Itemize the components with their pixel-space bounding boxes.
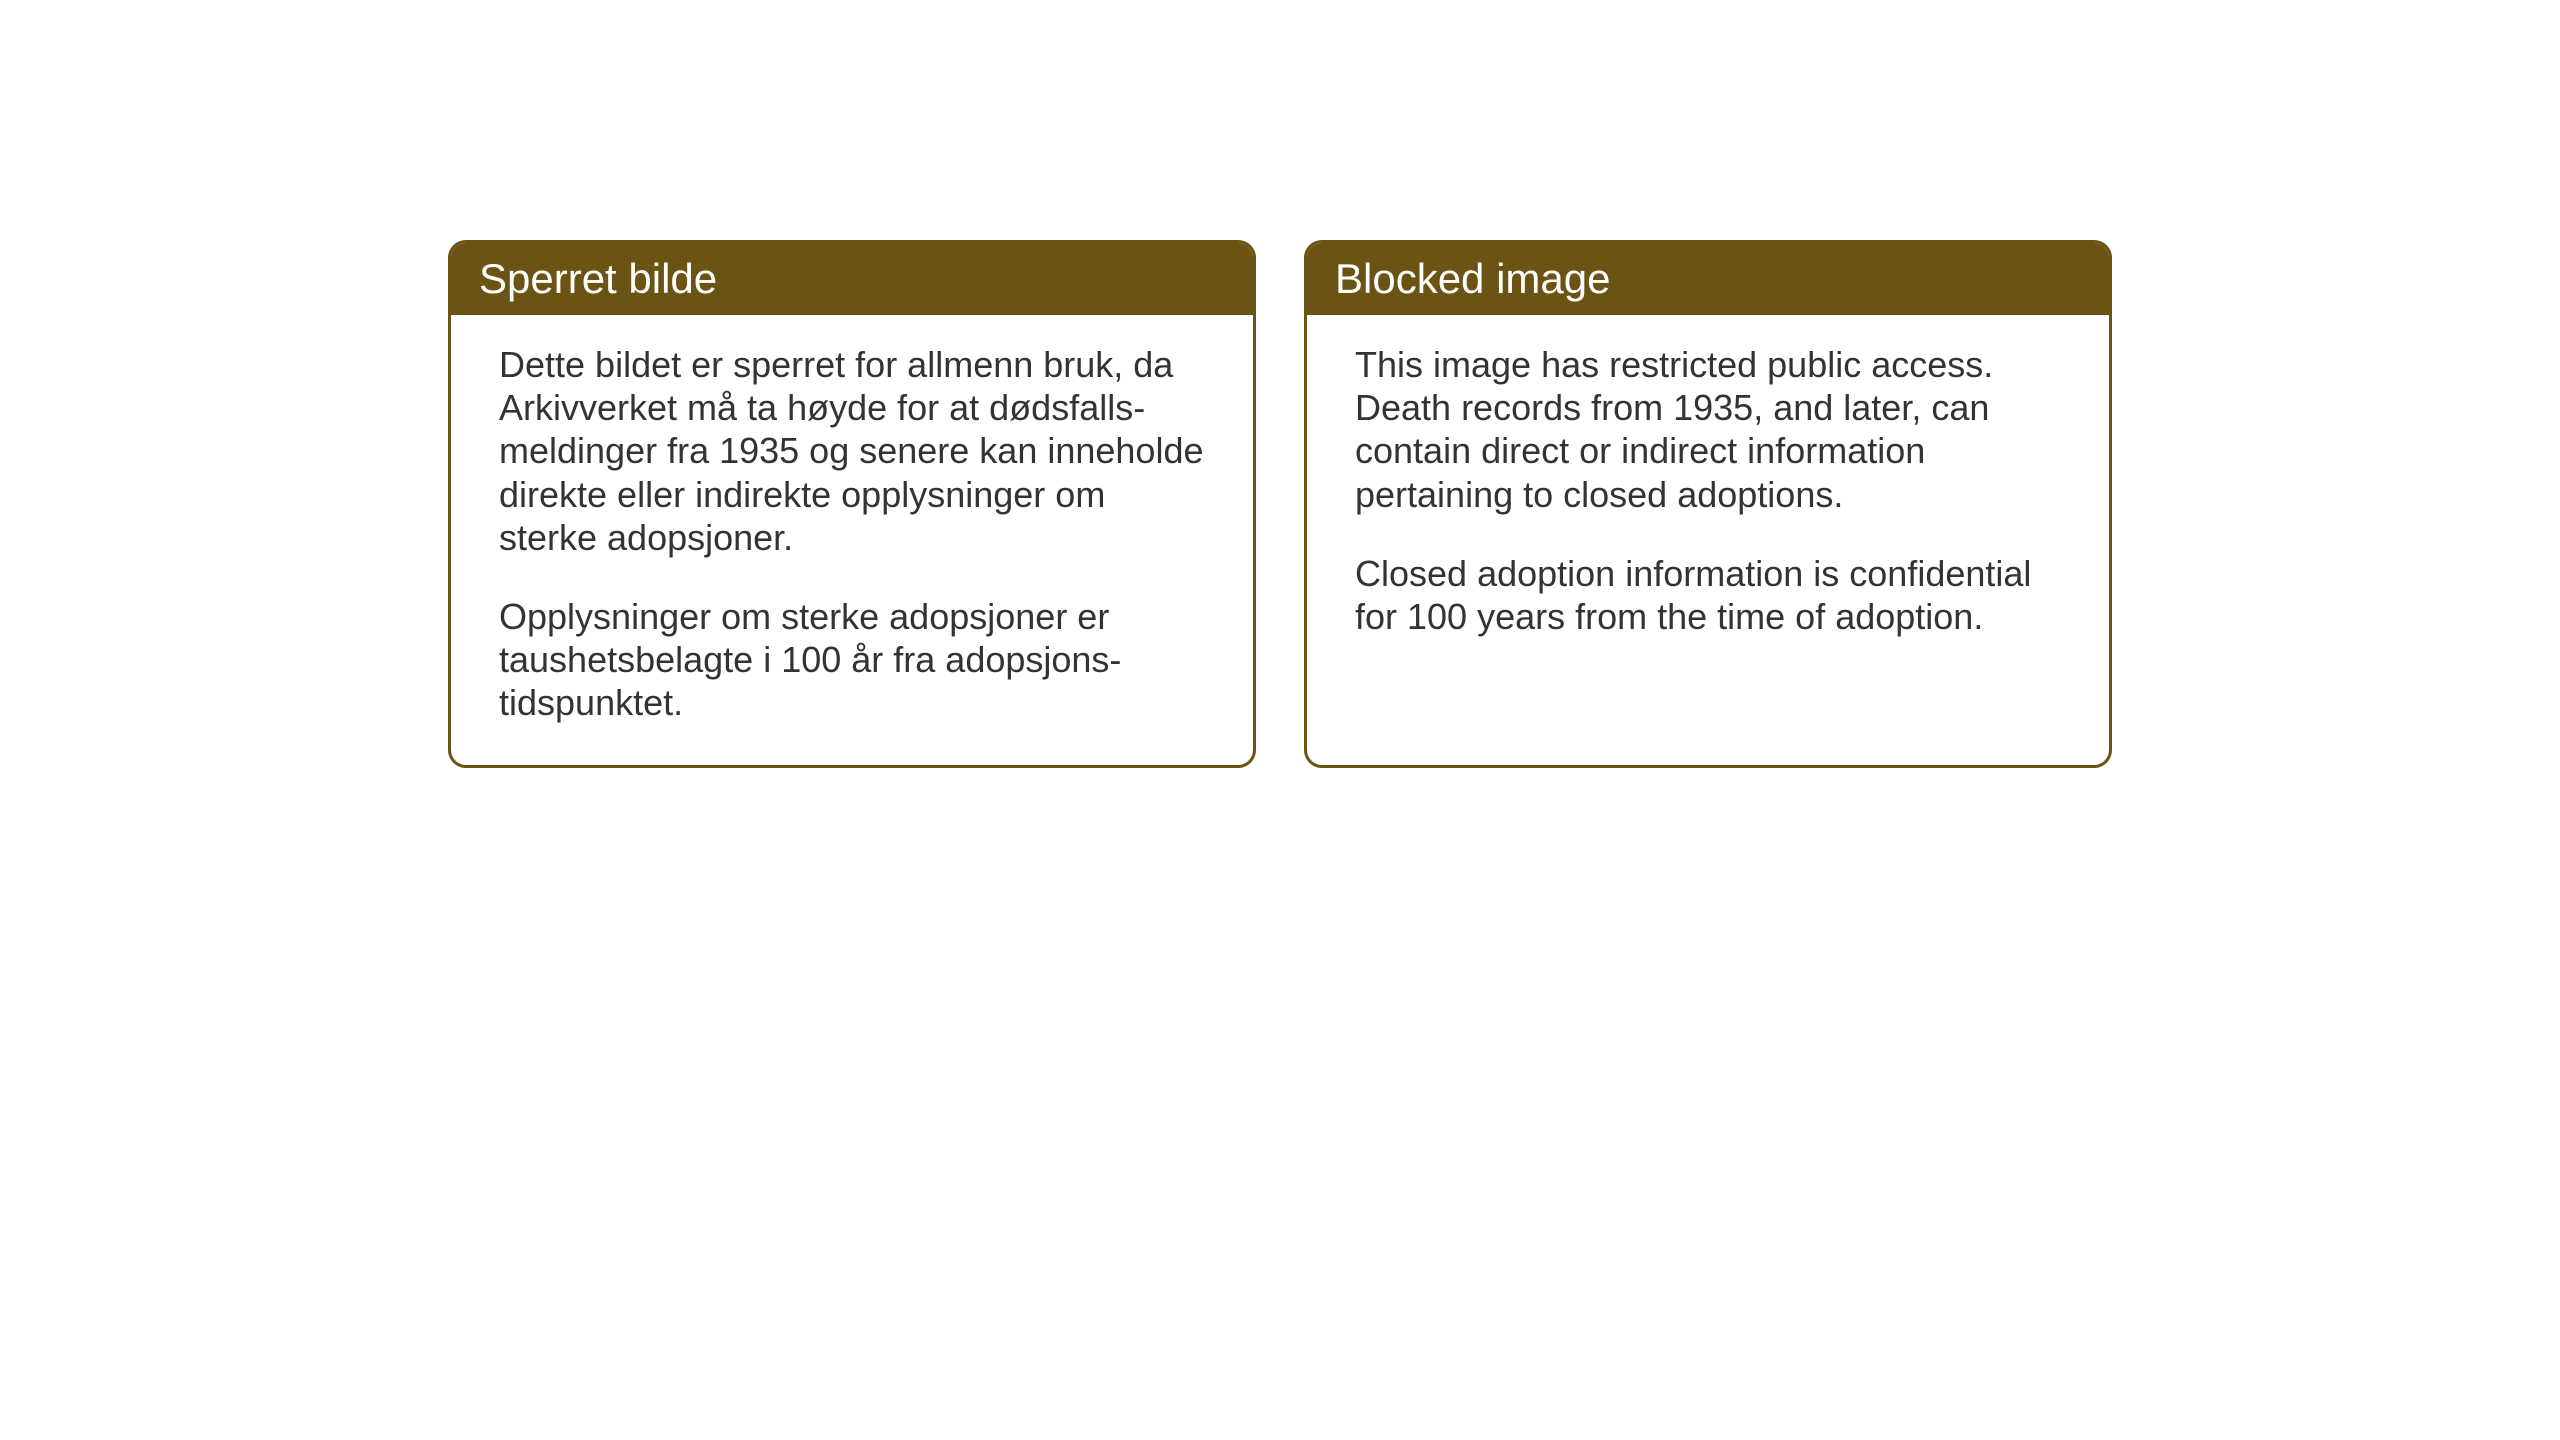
notice-card-norwegian: Sperret bilde Dette bildet er sperret fo… [448,240,1256,768]
card-body-english: This image has restricted public access.… [1307,315,2109,678]
card-paragraph-1-norwegian: Dette bildet er sperret for allmenn bruk… [499,343,1205,559]
card-paragraph-2-norwegian: Opplysninger om sterke adopsjoner er tau… [499,595,1205,725]
notice-cards-container: Sperret bilde Dette bildet er sperret fo… [448,240,2112,768]
card-header-norwegian: Sperret bilde [451,243,1253,315]
card-title-english: Blocked image [1335,255,1610,302]
card-title-norwegian: Sperret bilde [479,255,717,302]
card-header-english: Blocked image [1307,243,2109,315]
notice-card-english: Blocked image This image has restricted … [1304,240,2112,768]
card-body-norwegian: Dette bildet er sperret for allmenn bruk… [451,315,1253,765]
card-paragraph-1-english: This image has restricted public access.… [1355,343,2061,516]
card-paragraph-2-english: Closed adoption information is confident… [1355,552,2061,638]
